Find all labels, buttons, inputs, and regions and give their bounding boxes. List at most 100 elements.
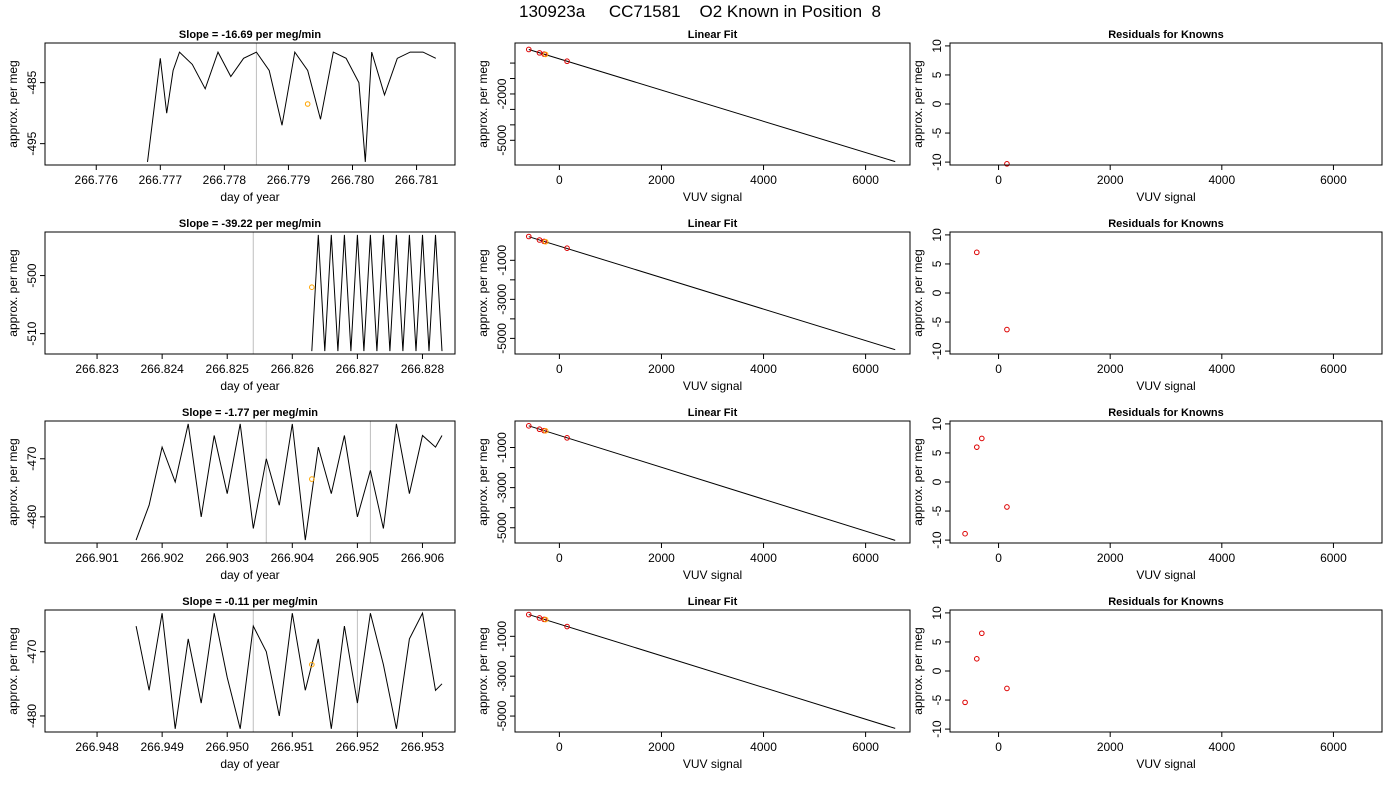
panel-timeseries-0: Slope = -16.69 per meg/min day of year app…: [6, 29, 456, 204]
panel-title: Linear Fit: [688, 218, 738, 230]
data-point: [564, 623, 570, 630]
y-tick-label: 0: [930, 289, 944, 296]
y-tick-label: -1000: [495, 621, 509, 652]
x-axis-label: VUV signal: [1136, 568, 1195, 582]
data-point: [564, 245, 570, 252]
x-tick-label: 0: [995, 551, 1002, 565]
x-axis-label: day of year: [220, 379, 279, 393]
y-axis-label: approx. per meg: [911, 249, 925, 336]
y-tick-label: -5000: [495, 323, 509, 354]
data-point: [973, 656, 980, 662]
y-tick-label: -5: [930, 127, 944, 138]
x-tick-label: 266.776: [75, 173, 119, 187]
x-axis-label: VUV signal: [683, 190, 742, 204]
x-tick-label: 4000: [1208, 362, 1235, 376]
x-tick-label: 266.902: [140, 551, 184, 565]
y-axis-label: approx. per meg: [911, 60, 925, 147]
data-point: [979, 630, 985, 637]
x-tick-label: 266.906: [401, 551, 445, 565]
plot-frame: [949, 420, 1383, 544]
x-tick-label: 266.780: [331, 173, 375, 187]
data-point: [1004, 326, 1010, 333]
x-tick-label: 6000: [852, 362, 879, 376]
panel-residuals-1: Residuals for Knowns VUV signal approx. pe…: [911, 218, 1383, 393]
y-axis-label: approx. per meg: [476, 438, 490, 525]
panel-title: Linear Fit: [688, 596, 738, 608]
x-tick-label: 4000: [750, 551, 777, 565]
y-tick-label: -470: [25, 639, 39, 663]
x-tick-label: 6000: [1320, 551, 1347, 565]
data-point: [525, 46, 532, 53]
x-tick-label: 266.903: [206, 551, 250, 565]
y-tick-label: -480: [25, 704, 39, 728]
y-tick-label: -485: [25, 70, 39, 94]
y-axis-label: approx. per meg: [6, 249, 20, 336]
y-tick-label: -1000: [495, 245, 509, 276]
panel-title: Linear Fit: [688, 29, 738, 41]
known-marker: [309, 284, 315, 290]
plot-area: [147, 43, 437, 165]
y-tick-label: -5: [930, 694, 944, 705]
panel-title: Residuals for Knowns: [1108, 29, 1224, 41]
y-axis-label: approx. per meg: [476, 627, 490, 714]
x-tick-label: 4000: [750, 362, 777, 376]
plot-frame: [949, 231, 1383, 355]
figure-title: 130923a CC71581 O2 Known in Position 8: [519, 2, 881, 21]
y-tick-label: 10: [930, 228, 944, 242]
y-tick-label: -480: [25, 505, 39, 529]
data-point: [1004, 504, 1010, 510]
x-tick-label: 266.826: [271, 362, 315, 376]
x-tick-label: 266.953: [401, 740, 445, 754]
panel-title: Linear Fit: [688, 407, 738, 419]
plot-frame: [514, 231, 911, 355]
x-tick-label: 0: [556, 362, 563, 376]
data-point: [525, 611, 532, 618]
series-line: [135, 423, 443, 541]
data-point: [542, 51, 549, 58]
x-tick-label: 266.950: [206, 740, 250, 754]
y-axis-label: approx. per meg: [476, 249, 490, 336]
y-tick-label: 5: [930, 260, 944, 267]
data-point: [973, 249, 980, 256]
panel-residuals-2: Residuals for Knowns VUV signal approx. pe…: [911, 407, 1383, 582]
data-point: [973, 444, 980, 450]
y-axis-label: approx. per meg: [911, 438, 925, 525]
plot-frame: [514, 609, 911, 733]
y-tick-label: -5000: [495, 512, 509, 543]
x-tick-label: 2000: [648, 740, 675, 754]
panel-residuals-0: Residuals for Knowns VUV signal approx. pe…: [911, 29, 1383, 204]
x-tick-label: 0: [556, 740, 563, 754]
y-axis-label: approx. per meg: [911, 627, 925, 714]
x-tick-label: 266.824: [140, 362, 184, 376]
y-tick-label: -3000: [495, 661, 509, 692]
known-marker: [304, 101, 311, 107]
y-axis-label: approx. per meg: [6, 60, 20, 147]
panel-timeseries-2: Slope = -1.77 per meg/min day of year appr…: [6, 407, 456, 582]
x-tick-label: 266.823: [75, 362, 119, 376]
plot-area: [528, 49, 896, 163]
y-tick-label: -10: [930, 153, 944, 171]
x-axis-label: day of year: [220, 190, 279, 204]
x-tick-label: 2000: [648, 173, 675, 187]
plot-frame: [44, 231, 456, 355]
plot-frame: [514, 42, 911, 166]
panel-title: Slope = -1.77 per meg/min: [182, 407, 318, 419]
y-tick-label: 5: [930, 449, 944, 456]
x-tick-label: 266.827: [336, 362, 380, 376]
y-tick-label: -500: [25, 263, 39, 287]
plot-area: [135, 610, 443, 732]
x-tick-label: 2000: [648, 551, 675, 565]
data-point: [962, 530, 968, 537]
y-tick-label: 10: [930, 606, 944, 620]
x-axis-label: day of year: [220, 568, 279, 582]
panel-title: Slope = -0.11 per meg/min: [182, 596, 318, 608]
x-tick-label: 266.949: [140, 740, 184, 754]
x-tick-label: 0: [995, 173, 1002, 187]
y-tick-label: 0: [930, 100, 944, 107]
panel-linear-fit-3: Linear Fit VUV signal approx. per meg 0 2000…: [476, 596, 911, 771]
series-line: [147, 50, 437, 162]
data-point: [962, 699, 968, 706]
y-tick-label: -495: [25, 131, 39, 155]
plot-frame: [949, 609, 1383, 733]
